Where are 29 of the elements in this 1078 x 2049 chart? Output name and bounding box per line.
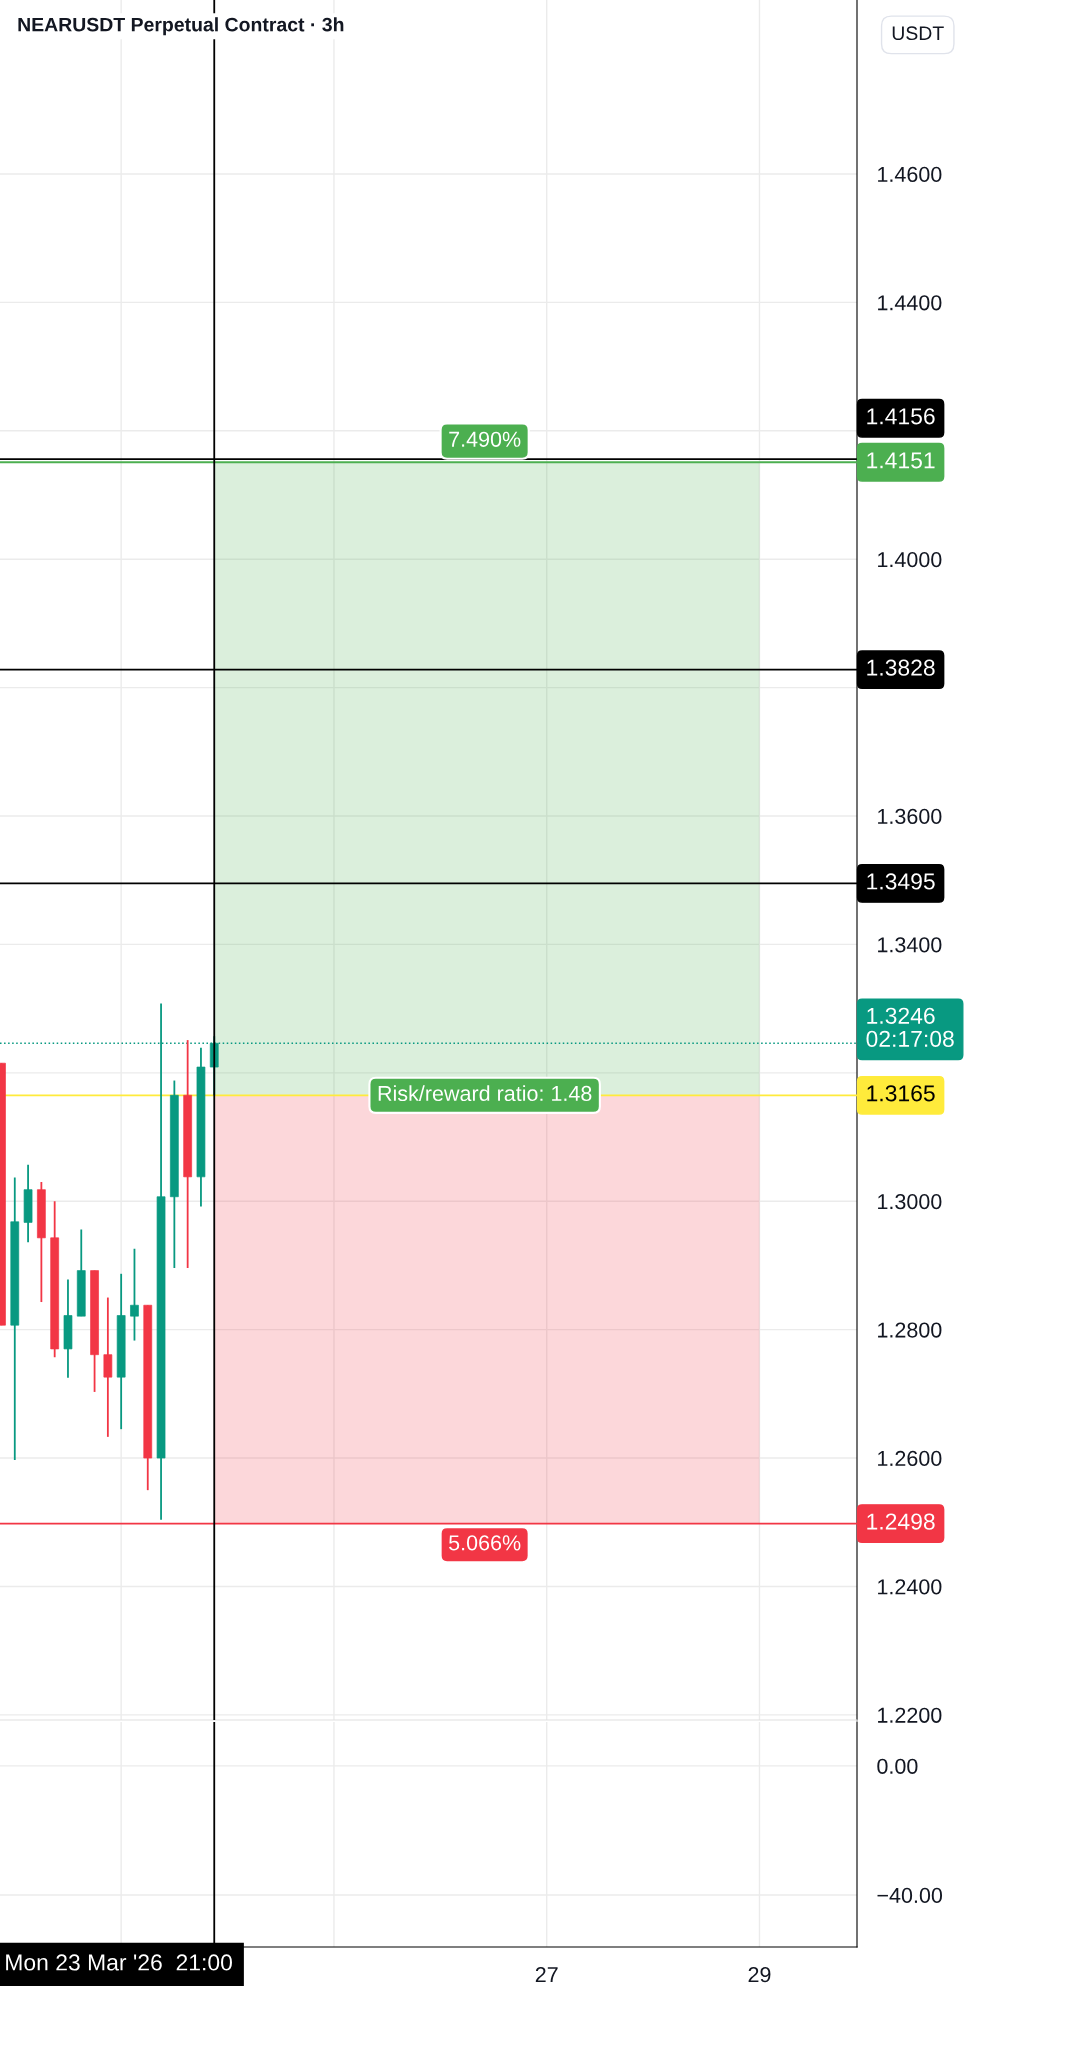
ref-line-label: 1.3165 bbox=[867, 1085, 935, 1102]
y-tick-label: 1.3400 bbox=[878, 937, 942, 953]
y-tick-label: 1.2200 bbox=[878, 1707, 942, 1723]
ref-line-label: 1.2498 bbox=[867, 1513, 935, 1530]
y-tick-label: 1.4400 bbox=[878, 295, 942, 311]
candlestick bbox=[103, 1296, 113, 1438]
y-tick-label: −40.00 bbox=[877, 1887, 943, 1904]
x-tick-label: 27 bbox=[535, 1967, 558, 1983]
y-tick-label: 1.3600 bbox=[878, 808, 942, 825]
y-tick-label: 0.00 bbox=[877, 1758, 918, 1774]
x-tick-label: 29 bbox=[748, 1967, 771, 1983]
annotation: Risk/reward ratio: 1.48 bbox=[378, 1085, 592, 1102]
annotation: 5.066% bbox=[449, 1535, 521, 1551]
candlestick bbox=[130, 1247, 139, 1342]
ref-line-label: Mon 23 Mar '26 21:00 bbox=[6, 1954, 232, 1971]
y-tick-label: 1.2400 bbox=[878, 1579, 942, 1595]
ref-line-label: 1.4151 bbox=[867, 452, 935, 469]
text: USDT bbox=[892, 26, 944, 41]
ref-line-label: 1.4156 bbox=[867, 408, 935, 425]
ref-line-label: 1.3246 02:17:08 bbox=[866, 1007, 954, 1047]
annotation: 7.490% bbox=[449, 431, 521, 447]
y-tick-label: 1.4000 bbox=[878, 551, 942, 568]
y-tick-label: 1.2800 bbox=[878, 1322, 942, 1338]
ref-line-label: 1.3495 bbox=[867, 873, 935, 890]
ref-line-label: 1.3828 bbox=[867, 659, 935, 676]
y-tick-label: 1.4600 bbox=[878, 166, 942, 182]
y-tick-label: 1.3000 bbox=[878, 1194, 942, 1210]
text: NEARUSDT Perpetual Contract · 3h bbox=[18, 17, 344, 36]
y-tick-label: 1.2600 bbox=[878, 1450, 942, 1467]
